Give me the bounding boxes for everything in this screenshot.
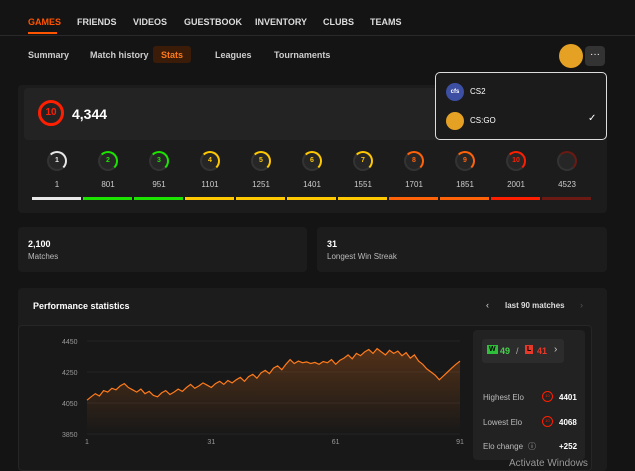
sub-tab[interactable]: Match history: [90, 50, 149, 60]
level-threshold: 951: [152, 180, 166, 189]
level-threshold: 1101: [201, 180, 219, 189]
row-badge: 10: [542, 391, 553, 402]
level-threshold: 1401: [303, 180, 321, 189]
summary-panel: W 49 / L 41 › Highest Elo 10 4401 Lowest…: [473, 330, 585, 460]
row-value: 4401: [559, 393, 577, 402]
stat-card: 31 Longest Win Streak: [317, 227, 607, 272]
elo-line: [86, 347, 461, 401]
row-label: Lowest Elo: [483, 418, 523, 427]
level-icon: 2: [98, 151, 118, 171]
nav-tab[interactable]: FRIENDS: [77, 17, 117, 27]
loss-badge: L: [525, 345, 534, 354]
level-bar: [542, 197, 591, 200]
info-icon[interactable]: ⓘ: [528, 442, 536, 451]
win-badge: W: [487, 345, 498, 354]
range-label: last 90 matches: [505, 301, 565, 310]
level-bar: [185, 197, 234, 200]
level-icon: 3: [149, 151, 169, 171]
level-bar: [134, 197, 183, 200]
sub-tab[interactable]: Summary: [28, 50, 70, 60]
y-tick-label: 4050: [62, 401, 78, 408]
stat-value: 2,100: [28, 239, 51, 249]
dropdown-item[interactable]: CS2: [470, 87, 486, 96]
nav-tab[interactable]: VIDEOS: [133, 17, 168, 27]
level-bar: [389, 197, 438, 200]
next-arrow[interactable]: ›: [580, 300, 583, 310]
level-bar: [32, 197, 81, 200]
level-bar: [440, 197, 489, 200]
csgo-icon: [446, 112, 464, 130]
x-tick-label: 61: [332, 439, 340, 446]
level-bar: [338, 197, 387, 200]
level-bar: [236, 197, 285, 200]
level-threshold: 1851: [456, 180, 474, 189]
level-icon: 1: [47, 151, 67, 171]
game-icon[interactable]: [559, 44, 583, 68]
y-tick-label: 4450: [62, 339, 78, 346]
dropdown-item[interactable]: CS:GO: [470, 116, 496, 125]
watermark: Activate Windows: [509, 458, 588, 469]
level-threshold: 801: [101, 180, 115, 189]
level-icon: 6: [302, 151, 322, 171]
row-badge: 10: [542, 416, 553, 427]
x-tick-label: 31: [207, 439, 215, 446]
section-title: Performance statistics: [33, 301, 130, 311]
wins: 49: [500, 346, 511, 356]
sub-tab[interactable]: Leagues: [215, 50, 252, 60]
row-label: Elo change: [483, 442, 524, 451]
nav-tab[interactable]: TEAMS: [370, 17, 402, 27]
stat-label: Longest Win Streak: [327, 252, 397, 261]
level-bar: [491, 197, 540, 200]
row-value: 4068: [559, 418, 577, 427]
check-mark: ✓: [588, 113, 597, 124]
level-icon: 10: [506, 151, 526, 171]
row-value: +252: [559, 442, 578, 451]
sub-tab[interactable]: Stats: [153, 46, 192, 63]
prev-arrow[interactable]: ‹: [486, 300, 489, 310]
level-threshold: 1701: [405, 180, 423, 189]
nav-tab[interactable]: CLUBS: [323, 17, 354, 27]
level-icon: 4: [200, 151, 220, 171]
game-dropdown: cfs CS2 CS:GO ✓: [435, 72, 607, 140]
level-badge: 10: [38, 100, 64, 126]
level-icon: [557, 151, 577, 171]
row-label: Highest Elo: [483, 393, 524, 402]
cs2-icon: cfs: [446, 83, 464, 101]
expand-arrow[interactable]: ›: [554, 344, 558, 355]
level-icon: 9: [455, 151, 475, 171]
active-underline: [28, 32, 57, 34]
stat-card: 2,100 Matches: [18, 227, 307, 272]
elo-area: [87, 348, 460, 434]
losses: 41: [537, 346, 548, 356]
stat-label: Matches: [28, 252, 59, 261]
more-button[interactable]: ···: [585, 46, 605, 66]
y-tick-label: 3850: [62, 432, 78, 439]
level-threshold: 4523: [558, 180, 576, 189]
wl-box: W 49 / L 41 ›: [482, 339, 564, 363]
separator: /: [516, 346, 519, 356]
level-icon: 8: [404, 151, 424, 171]
level-bar: [287, 197, 336, 200]
nav-tab[interactable]: GAMES: [28, 17, 62, 27]
nav-tab[interactable]: GUESTBOOK: [184, 17, 243, 27]
divider: [0, 35, 635, 36]
nav-tab[interactable]: INVENTORY: [255, 17, 308, 27]
level-threshold: 1251: [252, 180, 270, 189]
level-threshold: 1: [54, 180, 60, 189]
level-icon: 7: [353, 151, 373, 171]
y-tick-label: 4250: [62, 370, 78, 377]
level-threshold: 1551: [354, 180, 372, 189]
level-icon: 5: [251, 151, 271, 171]
level-threshold: 2001: [507, 180, 525, 189]
elo-value: 4,344: [72, 106, 108, 122]
elo-box: [24, 88, 444, 140]
level-bar: [83, 197, 132, 200]
sub-tab[interactable]: Tournaments: [274, 50, 331, 60]
x-tick-label: 1: [85, 439, 89, 446]
x-tick-label: 91: [456, 439, 464, 446]
stat-value: 31: [327, 239, 338, 249]
